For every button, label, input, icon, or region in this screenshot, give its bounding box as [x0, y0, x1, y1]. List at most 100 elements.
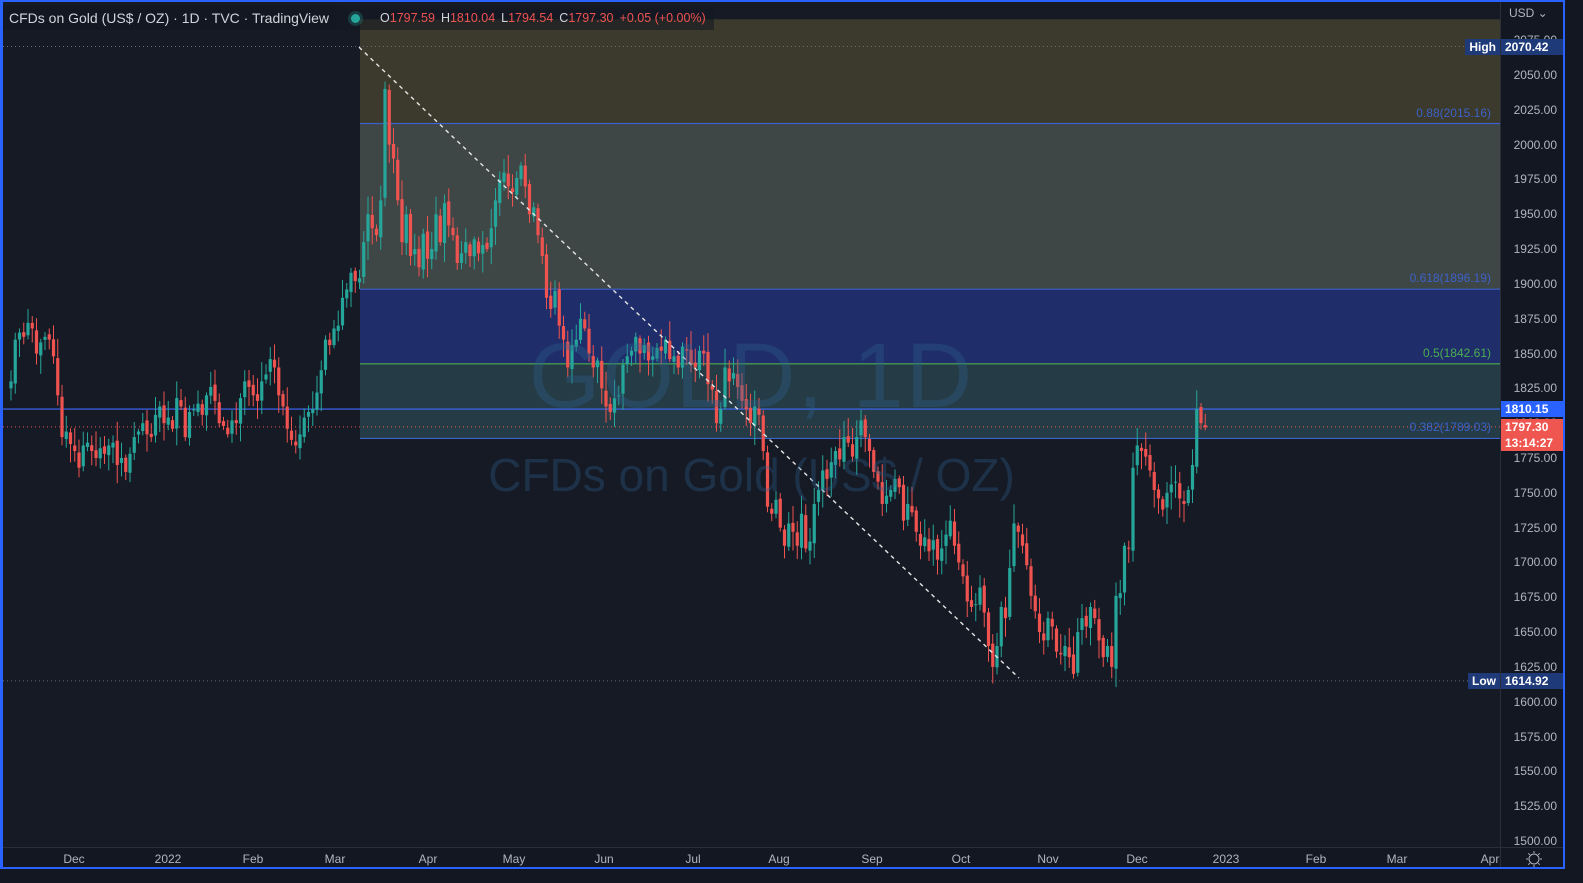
- candle-body: [825, 469, 829, 479]
- candle-body: [744, 399, 748, 410]
- candle-body: [787, 523, 791, 547]
- market-status-icon[interactable]: [351, 13, 361, 23]
- candle-body: [663, 339, 668, 354]
- candle-body: [425, 231, 430, 259]
- candle-body: [600, 360, 604, 389]
- candle-body: [604, 390, 608, 407]
- candle-body: [447, 201, 451, 226]
- candle-body: [102, 446, 107, 454]
- candle-body: [353, 270, 357, 282]
- low-price-badge: 1614.92: [1501, 672, 1563, 689]
- candle-body: [693, 362, 697, 368]
- candle-body: [39, 342, 43, 356]
- candle-body: [1199, 406, 1203, 424]
- candle-body: [583, 319, 587, 329]
- price-tick: 1925.00: [1513, 242, 1557, 257]
- low-value: 1794.54: [508, 11, 554, 25]
- chart-frame: GOLD, 1D CFDs on Gold (US$ / OZ) 0.88(20…: [0, 0, 1565, 869]
- candle-body: [370, 214, 374, 229]
- time-tick: Feb: [242, 852, 264, 866]
- candle-body: [294, 441, 298, 446]
- currency-selector[interactable]: USD ⌄: [1509, 6, 1548, 20]
- candle-body: [672, 356, 676, 362]
- candle-body: [1190, 464, 1195, 490]
- candle-body: [285, 406, 289, 429]
- candle-body: [260, 381, 264, 401]
- candle-body: [90, 445, 94, 452]
- candle-body: [243, 381, 247, 398]
- fib-level-label: 0.88(2015.16): [1416, 105, 1491, 120]
- candle-body: [336, 325, 340, 331]
- candle-body: [536, 208, 540, 236]
- candle-body: [1059, 652, 1063, 655]
- candle-body: [1118, 593, 1122, 599]
- candle-body: [145, 420, 149, 435]
- candle-body: [833, 451, 838, 465]
- time-tick: Apr: [1480, 852, 1500, 866]
- price-tick: 1575.00: [1513, 729, 1557, 744]
- candlestick-chart[interactable]: [3, 2, 1500, 847]
- candle-body: [736, 373, 740, 387]
- candle-body: [1020, 534, 1025, 546]
- candle-body: [64, 431, 68, 440]
- candle-body: [557, 289, 561, 326]
- time-tick: May: [502, 852, 526, 866]
- candle-body: [451, 227, 455, 236]
- symbol-legend[interactable]: CFDs on Gold (US$ / OZ) · 1D · TVC · Tra…: [3, 6, 714, 30]
- gear-icon[interactable]: [1501, 848, 1565, 869]
- time-tick: Feb: [1305, 852, 1327, 866]
- candle-body: [625, 356, 629, 365]
- candle-body: [13, 339, 17, 384]
- candle-body: [889, 490, 893, 497]
- candle-body: [9, 381, 13, 389]
- description-watermark: CFDs on Gold (US$ / OZ): [488, 449, 1015, 501]
- time-axis[interactable]: Dec 2022 Feb Mar Apr May Jun Jul Aug Sep Oct Nov Dec…: [3, 847, 1500, 867]
- candle-body: [731, 373, 736, 379]
- candle-body: [710, 385, 714, 390]
- plot-area[interactable]: GOLD, 1D CFDs on Gold (US$ / OZ) 0.88(20…: [3, 2, 1500, 847]
- price-tick: 1675.00: [1513, 590, 1557, 605]
- candle-body: [812, 503, 816, 544]
- candle-body: [281, 394, 285, 407]
- price-tick: 2000.00: [1513, 137, 1557, 152]
- candle-body: [1084, 615, 1088, 627]
- candle-body: [17, 332, 22, 340]
- candle-body: [821, 470, 825, 490]
- candle-body: [136, 431, 141, 435]
- price-tick: 1600.00: [1513, 694, 1557, 709]
- ohlc-values: O 1797.59 H 1810.04 L 1794.54 C 1797.30 +0.0…: [337, 6, 714, 30]
- candle-body: [965, 575, 969, 602]
- candle-body: [26, 322, 30, 336]
- time-tick: Jun: [594, 852, 614, 866]
- candle-body: [94, 450, 98, 458]
- candle-body: [685, 349, 689, 351]
- hline-price-badge: 1810.15: [1501, 401, 1563, 418]
- candle-body: [1054, 628, 1059, 652]
- candle-body: [1012, 523, 1016, 567]
- candle-body: [1161, 499, 1165, 510]
- candle-body: [345, 289, 349, 299]
- candle-body: [1046, 618, 1050, 641]
- candle-body: [430, 249, 434, 260]
- candle-body: [948, 520, 952, 537]
- chart-settings-button[interactable]: [1500, 847, 1565, 869]
- candle-body: [553, 290, 557, 308]
- candle-body: [476, 241, 481, 254]
- candle-body: [311, 409, 315, 414]
- candle-body: [876, 471, 880, 482]
- candle-body: [85, 442, 90, 447]
- candle-body: [782, 529, 787, 546]
- candle-body: [1093, 608, 1097, 619]
- chart-title[interactable]: CFDs on Gold (US$ / OZ) · 1D · TVC · Tra…: [3, 6, 338, 30]
- candle-body: [723, 367, 727, 407]
- price-axis[interactable]: USD ⌄ 2075.002050.002025.002000.001975.0…: [1500, 2, 1563, 848]
- candle-body: [379, 200, 383, 238]
- candle-body: [408, 213, 413, 257]
- candle-body: [1080, 618, 1084, 630]
- candle-body: [124, 457, 128, 472]
- candle-body: [961, 564, 965, 577]
- price-tick: 2050.00: [1513, 68, 1557, 82]
- candle-body: [366, 214, 370, 242]
- candle-body: [217, 402, 221, 424]
- candle-body: [816, 490, 821, 502]
